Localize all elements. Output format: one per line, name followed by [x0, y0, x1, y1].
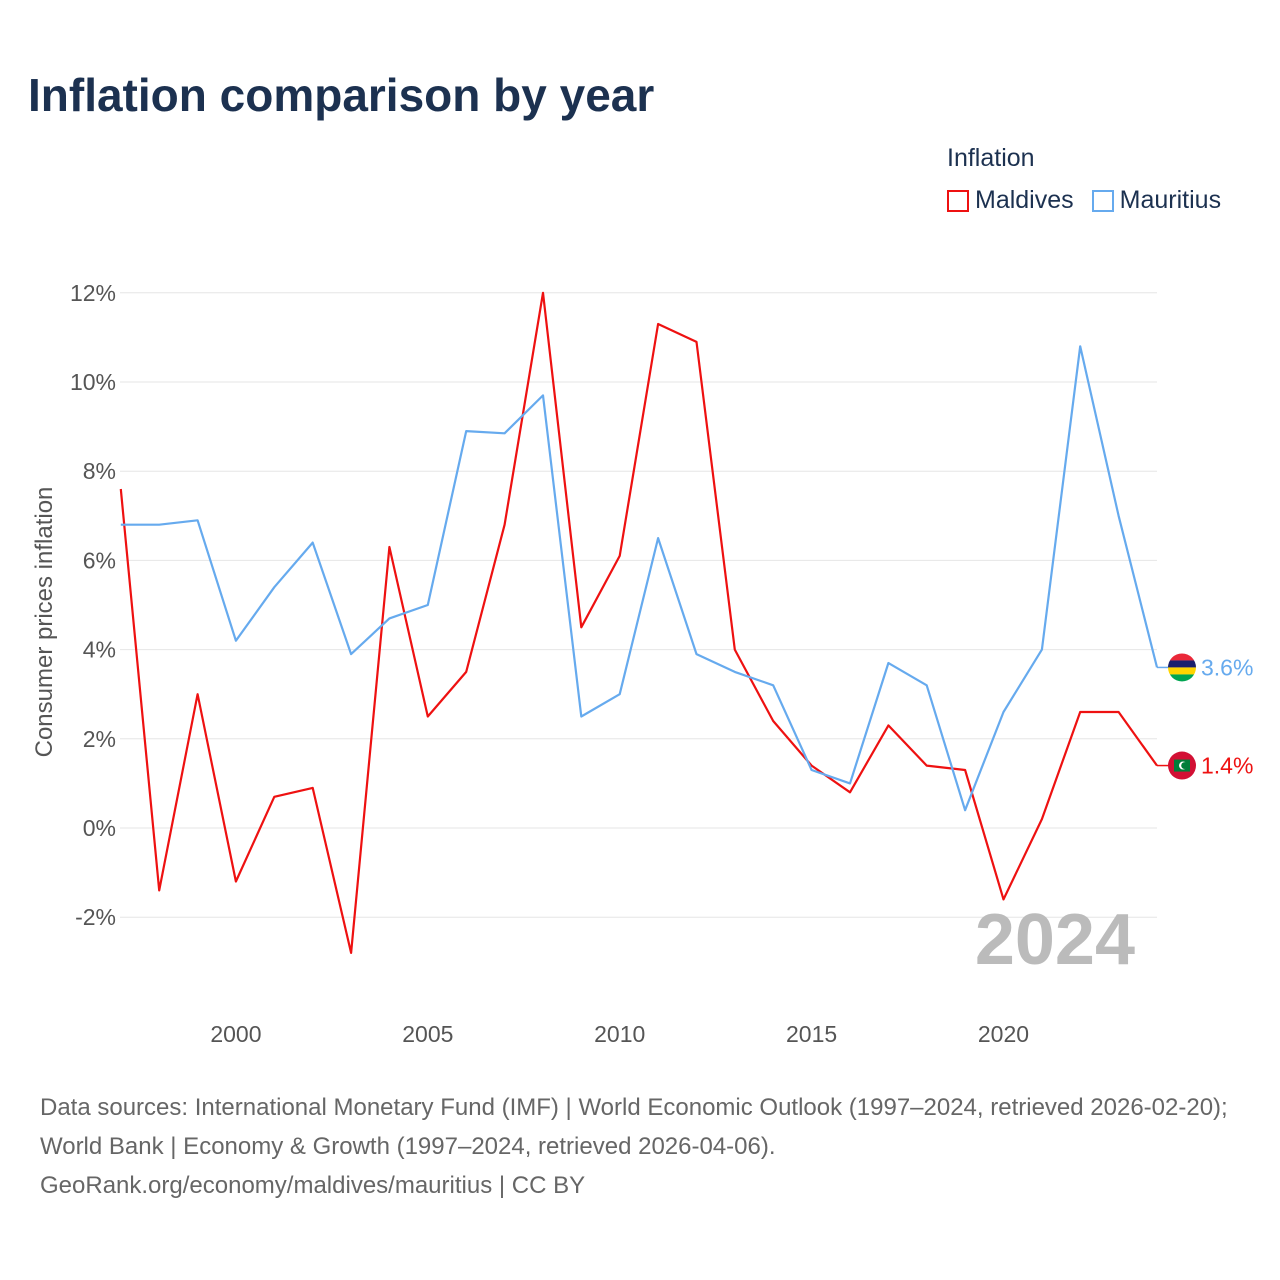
- data-point: [386, 615, 392, 621]
- data-point: [271, 794, 277, 800]
- data-point: [732, 647, 738, 653]
- end-value-label-mauritius: 3.6%: [1201, 654, 1253, 680]
- data-point: [1116, 709, 1122, 715]
- y-axis-label: Consumer prices inflation: [31, 487, 58, 758]
- y-tick-label: 6%: [83, 547, 116, 573]
- data-point: [310, 785, 316, 791]
- data-point: [617, 691, 623, 697]
- legend-title: Inflation: [947, 144, 1035, 172]
- data-point: [924, 763, 930, 769]
- legend-item-mauritius[interactable]: Mauritius: [1091, 186, 1222, 215]
- data-point: [1116, 513, 1122, 519]
- data-point: [386, 544, 392, 550]
- data-point: [655, 321, 661, 327]
- data-point: [348, 651, 354, 657]
- end-value-label-maldives: 1.4%: [1201, 753, 1253, 779]
- y-tick-label: 12%: [70, 280, 116, 306]
- data-point: [655, 535, 661, 541]
- data-point: [1000, 709, 1006, 715]
- data-point: [195, 517, 201, 523]
- chart-title: Inflation comparison by year: [28, 69, 655, 121]
- y-tick-label: 2%: [83, 726, 116, 752]
- data-point: [1039, 816, 1045, 822]
- data-point: [578, 624, 584, 630]
- y-tick-label: -2%: [75, 904, 116, 930]
- data-point: [809, 767, 815, 773]
- data-point: [885, 660, 891, 666]
- data-point: [847, 789, 853, 795]
- legend-label-maldives: Maldives: [975, 186, 1074, 214]
- data-point: [770, 718, 776, 724]
- data-point: [156, 522, 162, 528]
- data-point: [578, 714, 584, 720]
- credit: GeoRank.org/economy/maldives/mauritius |…: [40, 1172, 586, 1199]
- data-point: [693, 339, 699, 345]
- data-point: [1000, 896, 1006, 902]
- y-tick-label: 0%: [83, 815, 116, 841]
- data-point: [540, 392, 546, 398]
- x-tick-label: 2005: [402, 1021, 453, 1047]
- data-point: [732, 669, 738, 675]
- data-point: [885, 722, 891, 728]
- y-tick-label: 8%: [83, 458, 116, 484]
- data-point: [502, 430, 508, 436]
- legend: Maldives Mauritius: [947, 186, 1221, 215]
- data-point: [425, 602, 431, 608]
- legend-swatch-mauritius: [1091, 189, 1114, 212]
- data-point: [348, 950, 354, 956]
- x-tick-label: 2010: [594, 1021, 645, 1047]
- data-point: [463, 428, 469, 434]
- mauritius-flag-icon: [1168, 653, 1196, 682]
- data-point: [271, 584, 277, 590]
- data-point: [770, 682, 776, 688]
- series-line-maldives: [119, 291, 1158, 955]
- data-point: [962, 807, 968, 813]
- legend-item-maldives[interactable]: Maldives: [947, 186, 1074, 215]
- data-point: [233, 638, 239, 644]
- year-watermark: 2024: [975, 900, 1135, 980]
- x-tick-label: 2020: [978, 1021, 1029, 1047]
- data-point: [1077, 709, 1083, 715]
- footer: Data sources: International Monetary Fun…: [40, 1088, 1250, 1205]
- data-point: [425, 714, 431, 720]
- legend-swatch-maldives: [947, 189, 969, 212]
- data-point: [962, 767, 968, 773]
- data-point: [118, 486, 124, 492]
- data-point: [310, 540, 316, 546]
- data-point: [924, 682, 930, 688]
- data-point: [463, 669, 469, 675]
- data-point: [156, 887, 162, 893]
- data-point: [233, 879, 239, 885]
- x-tick-label: 2000: [210, 1021, 261, 1047]
- data-point: [502, 522, 508, 528]
- legend-label-mauritius: Mauritius: [1119, 186, 1222, 214]
- y-tick-label: 10%: [70, 369, 116, 395]
- data-point: [617, 553, 623, 559]
- data-point: [1039, 647, 1045, 653]
- data-point: [540, 290, 546, 296]
- y-tick-label: 4%: [83, 637, 116, 663]
- data-point: [195, 691, 201, 697]
- data-point: [693, 651, 699, 657]
- data-point: [118, 522, 124, 528]
- series-line-mauritius: [120, 345, 1159, 812]
- data-point: [847, 780, 853, 786]
- x-tick-label: 2015: [786, 1021, 837, 1047]
- maldives-flag-crescent-cut: [1181, 762, 1188, 769]
- data-sources: Data sources: International Monetary Fun…: [40, 1094, 1228, 1160]
- data-point: [1077, 343, 1083, 349]
